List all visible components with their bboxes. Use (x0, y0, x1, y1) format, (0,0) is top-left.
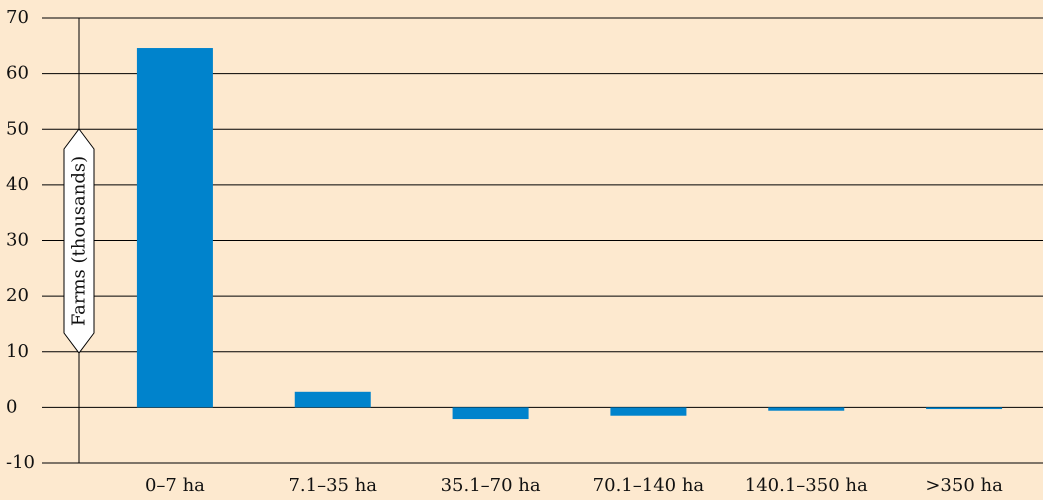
x-tick-label: >350 ha (925, 475, 1003, 496)
bars (136, 48, 1003, 420)
y-tick-label: 50 (6, 118, 29, 139)
y-tick-labels: -10 0 10 20 30 40 50 60 70 (6, 7, 35, 473)
y-tick-label: 70 (6, 7, 29, 28)
y-tick-label: 0 (6, 396, 17, 417)
bar-1 (294, 391, 371, 408)
bar-0 (136, 48, 213, 408)
y-tick-label: 60 (6, 63, 29, 84)
bar-5 (926, 407, 1003, 410)
y-axis-label: Farms (thousands) (69, 156, 90, 326)
bar-3 (610, 407, 687, 416)
x-tick-label: 70.1–140 ha (593, 475, 705, 496)
bar-4 (768, 407, 845, 411)
y-tick-label: 20 (6, 285, 29, 306)
x-tick-label: 35.1–70 ha (441, 475, 541, 496)
y-axis-label-box (63, 128, 95, 354)
bar-2 (452, 407, 529, 420)
x-tick-label: 7.1–35 ha (288, 475, 377, 496)
y-tick-label: -10 (6, 452, 35, 473)
y-tick-label: 10 (6, 341, 29, 362)
x-tick-label: 140.1–350 ha (745, 475, 868, 496)
x-tick-label: 0–7 ha (145, 475, 205, 496)
y-axis-label-badge: Farms (thousands) (63, 128, 95, 354)
y-tick-label: 40 (6, 174, 29, 195)
y-tick-label: 30 (6, 230, 29, 251)
x-tick-labels: 0–7 ha 7.1–35 ha 35.1–70 ha 70.1–140 ha 140.… (145, 475, 1003, 496)
